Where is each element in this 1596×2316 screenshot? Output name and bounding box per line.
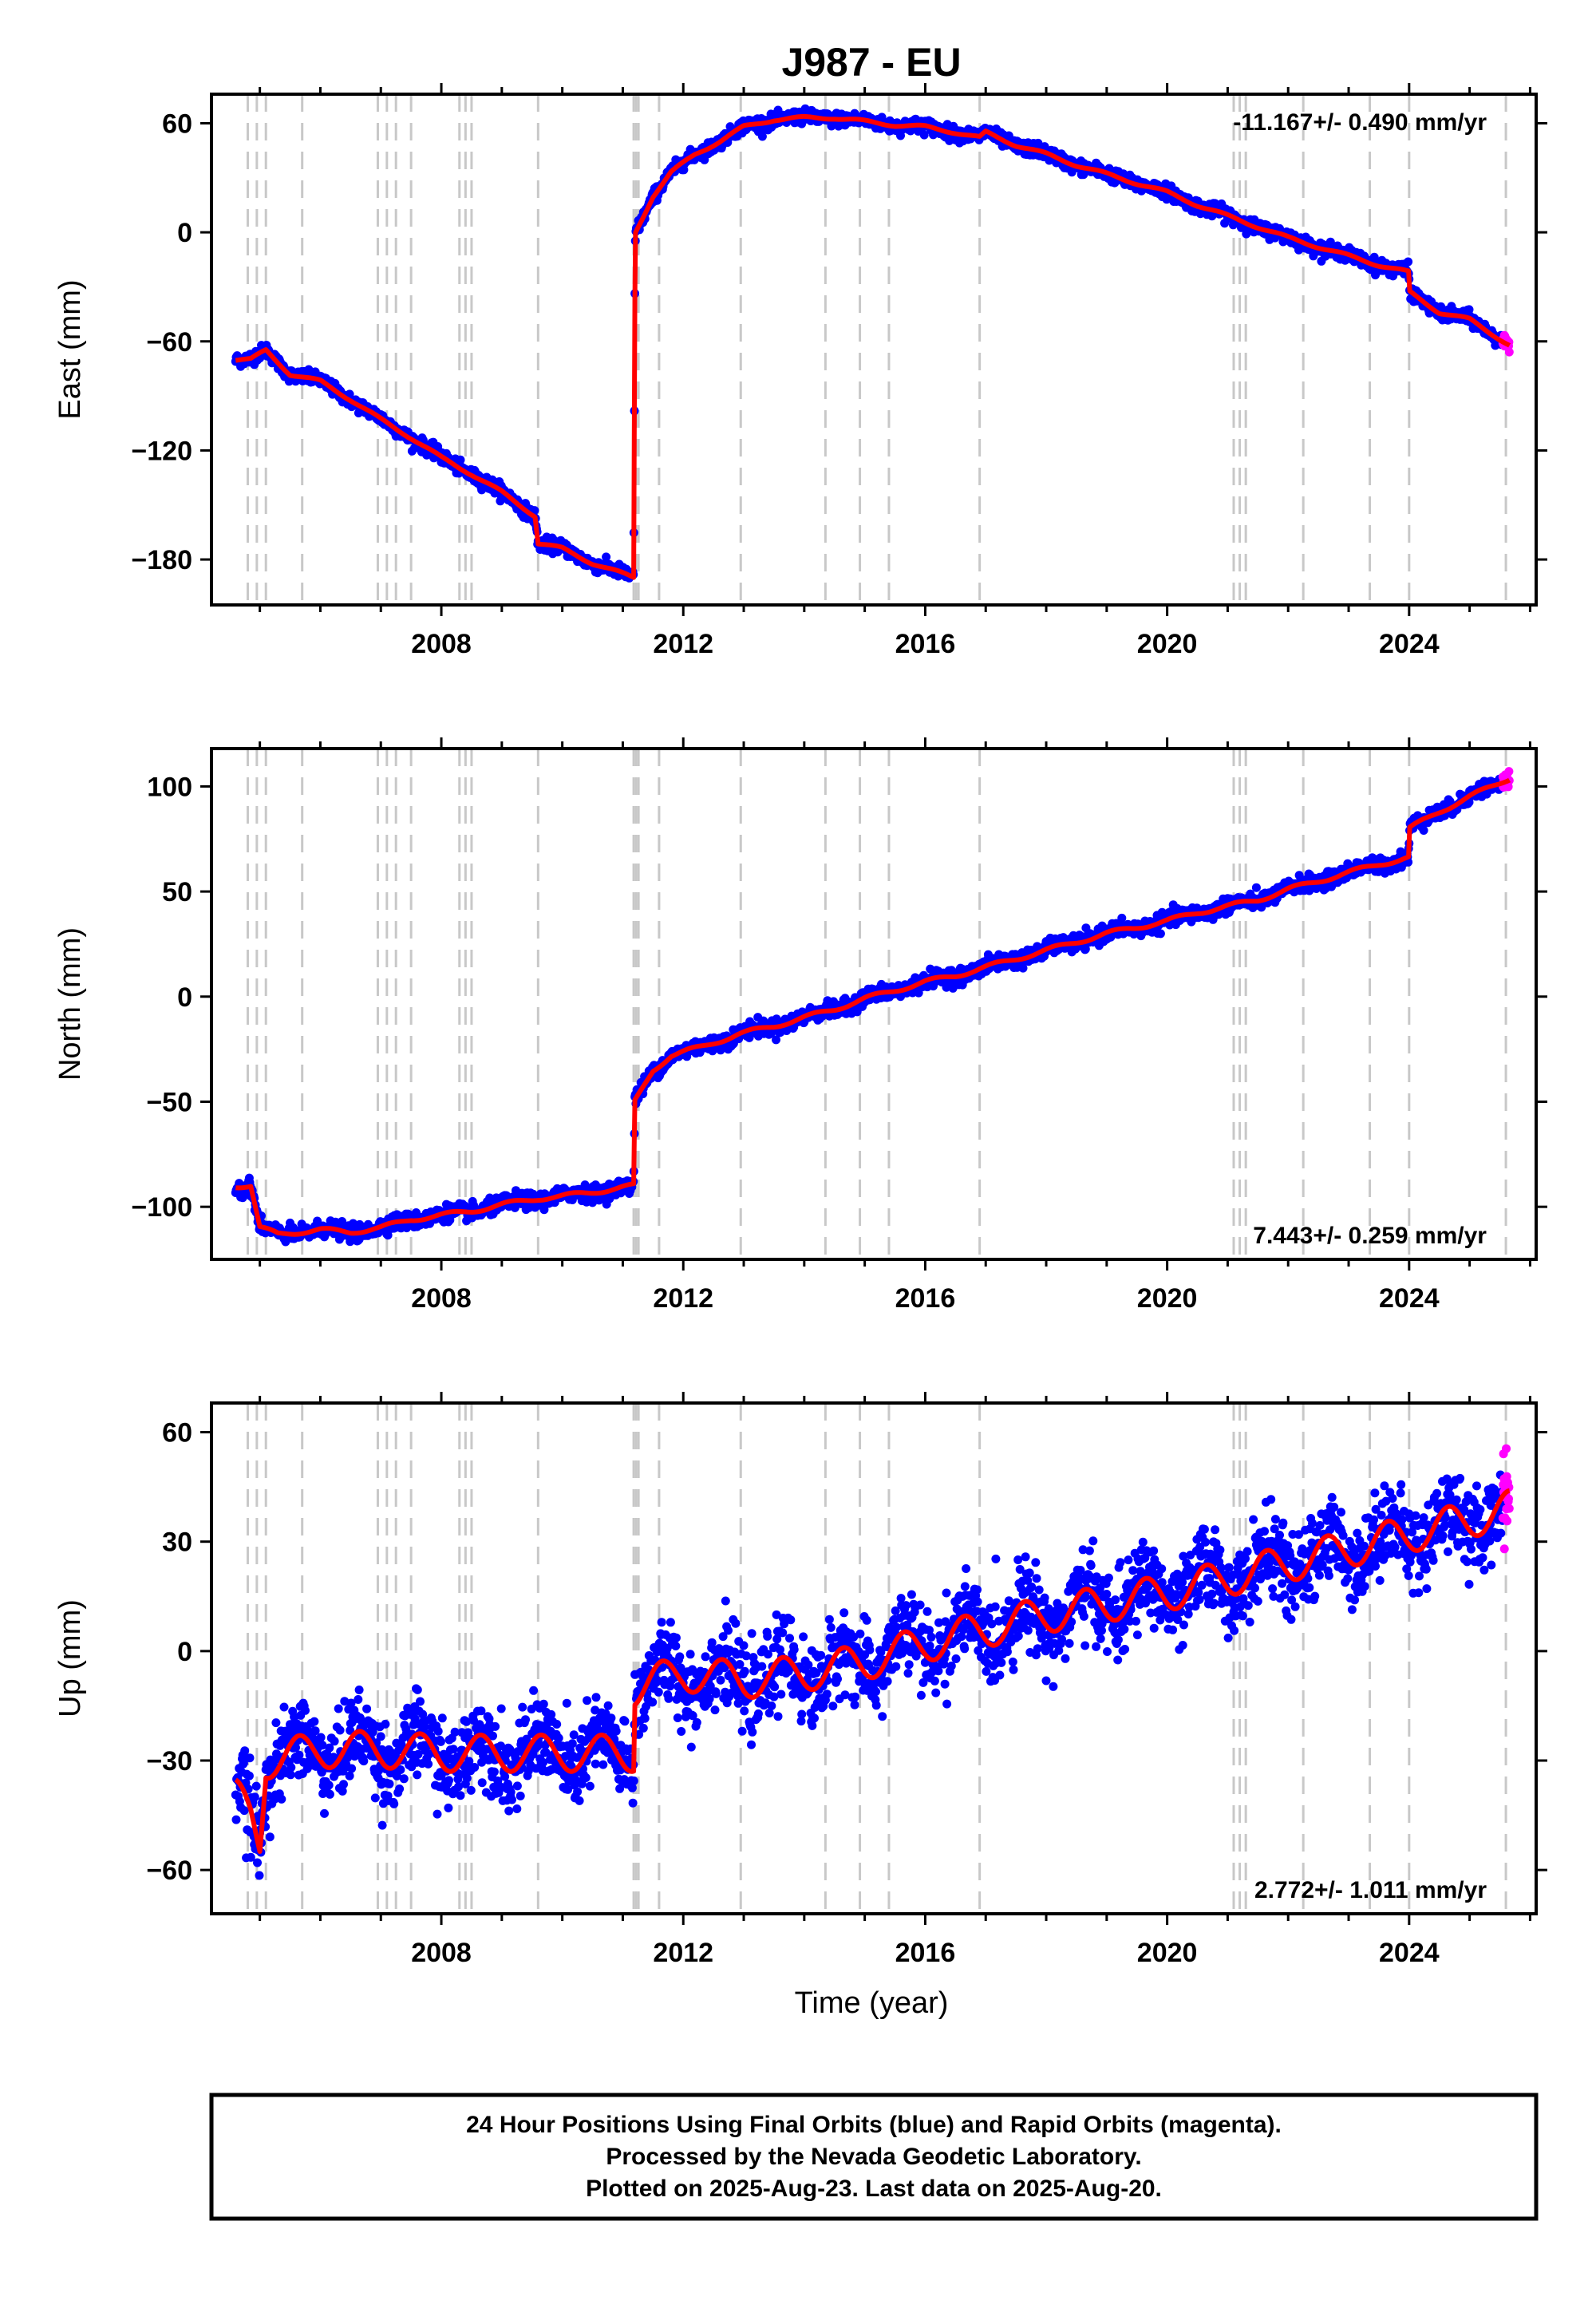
final-orbit-point: [919, 130, 929, 140]
plot-area: [231, 94, 1514, 605]
final-orbit-point: [1404, 257, 1413, 267]
final-orbit-point: [1156, 929, 1165, 939]
final-orbit-point: [1117, 913, 1127, 923]
chart-title: J987 - EU: [781, 40, 961, 85]
rapid-orbit-point: [1504, 347, 1514, 357]
y-tick-label: 60: [162, 109, 192, 139]
final-orbit-point: [757, 132, 767, 141]
final-orbit-point: [1251, 883, 1261, 892]
x-tick-label: 2012: [653, 629, 713, 659]
y-axis-label: East (mm): [53, 279, 87, 419]
y-tick-label: −180: [131, 545, 192, 575]
final-orbit-point: [602, 552, 611, 562]
x-tick-label: 2024: [1379, 629, 1440, 659]
model-fit-line: [234, 113, 1511, 580]
y-tick-label: −60: [146, 327, 192, 358]
final-orbit-point: [456, 455, 465, 464]
plot-area: [231, 749, 1514, 1259]
x-tick-label: 2016: [895, 629, 956, 659]
east-panel: 2008 2012 2016 2020 2024 60 0 −60 −120 −180 East (…: [53, 83, 1547, 659]
x-tick-label: 2008: [411, 629, 472, 659]
x-tick-label: 2020: [1137, 629, 1198, 659]
y-tick-label: −120: [131, 436, 192, 466]
y-tick-label: 0: [177, 218, 192, 248]
velocity-rate-label: -11.167+/- 0.490 mm/yr: [1233, 109, 1487, 136]
